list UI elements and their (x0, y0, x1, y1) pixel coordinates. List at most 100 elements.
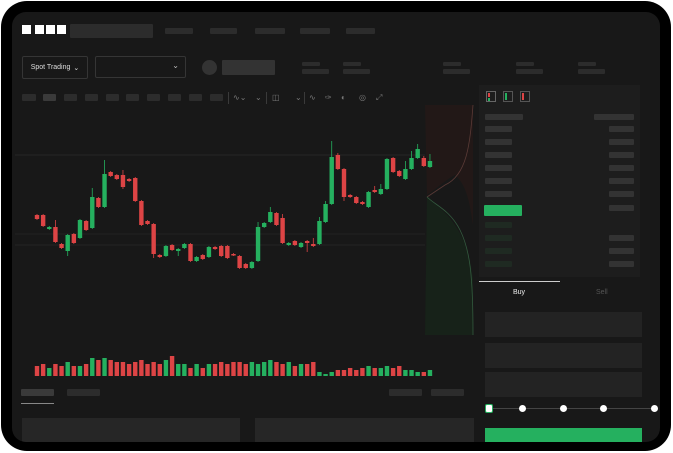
pair-dropdown[interactable]: ⌄ (95, 56, 186, 78)
depth-bids-line (426, 196, 474, 336)
nav-item[interactable] (346, 28, 375, 34)
timeframe-button[interactable] (106, 94, 119, 101)
volume-bar (360, 368, 365, 376)
ask-size (609, 165, 634, 171)
volume-bar (372, 368, 377, 376)
volume-bar (249, 362, 255, 376)
volume-bar (83, 364, 89, 376)
bottom-tab-active[interactable] (21, 389, 54, 396)
chevron-down-icon[interactable]: ⌄ (295, 93, 302, 102)
candle (163, 246, 169, 256)
slider-handle[interactable] (485, 404, 493, 413)
last-size (609, 205, 634, 211)
tab-buy[interactable]: Buy (513, 289, 526, 296)
nav-item[interactable] (210, 28, 237, 34)
nav-item[interactable] (300, 28, 330, 34)
slider-stop[interactable] (560, 405, 567, 412)
volume-bars (34, 356, 433, 376)
buy-button[interactable] (485, 428, 642, 442)
candle (360, 202, 365, 204)
candle (90, 197, 95, 228)
candle (96, 198, 101, 207)
bottom-tab[interactable] (67, 389, 100, 396)
bottom-action[interactable] (389, 389, 422, 396)
active-tab-label: Buy (513, 289, 526, 296)
candle (341, 169, 347, 197)
stat-value (343, 69, 370, 74)
timeframe-button[interactable] (210, 94, 223, 101)
price-chart[interactable] (15, 105, 485, 395)
book-asks-icon[interactable] (520, 91, 530, 102)
slider-stop[interactable] (519, 405, 526, 412)
candle (176, 249, 181, 251)
slider-stop[interactable] (651, 405, 658, 412)
candle (169, 245, 175, 250)
volume-bar (304, 364, 310, 376)
volume-bar (335, 370, 341, 376)
volume-bar (47, 368, 52, 376)
volume-bar (317, 372, 322, 376)
volume-bar (145, 364, 150, 376)
measure-icon[interactable]: ◐ (341, 93, 346, 102)
candle (372, 190, 377, 192)
fullscreen-icon[interactable]: ⤢ (376, 93, 383, 102)
pencil-icon[interactable]: ✑ (325, 93, 332, 102)
book-both-icon[interactable] (486, 91, 496, 102)
candle (249, 262, 255, 268)
spot-trading-button[interactable]: Spot Trading ⌄ (22, 56, 88, 79)
timeframe-button[interactable] (43, 94, 56, 101)
volume-bar (427, 370, 433, 376)
candles-icon[interactable]: ◫ (272, 93, 280, 102)
volume-bar (65, 362, 70, 376)
volume-bar (323, 374, 328, 376)
tab-sell[interactable]: Sell (596, 289, 608, 296)
line-tool-icon[interactable]: ∿ (309, 93, 316, 102)
candle (366, 192, 371, 207)
timeframe-button[interactable] (189, 94, 202, 101)
indicator-icon[interactable]: ∿⌄ (233, 93, 247, 102)
okx-logo[interactable] (22, 25, 66, 34)
candle (298, 243, 304, 247)
volume-bar (231, 362, 236, 376)
volume-bar (200, 368, 205, 376)
candle (34, 215, 40, 219)
bottom-action[interactable] (431, 389, 464, 396)
timeframe-button[interactable] (168, 94, 181, 101)
volume-bar (280, 364, 285, 376)
candle (415, 149, 420, 158)
slider-stop[interactable] (600, 405, 607, 412)
ask-price (485, 165, 512, 171)
timeframe-button[interactable] (22, 94, 36, 101)
price-input[interactable] (485, 312, 642, 337)
ask-size (609, 152, 634, 158)
nav-item[interactable] (165, 28, 193, 34)
volume-bar (354, 370, 359, 376)
volume-bar (390, 368, 396, 376)
volume-bar (182, 364, 187, 376)
volume-bar (96, 360, 101, 376)
divider (266, 92, 267, 104)
nav-item[interactable] (255, 28, 285, 34)
total-input[interactable] (485, 372, 642, 397)
volume-bar (292, 366, 298, 376)
candle (120, 175, 126, 187)
timeframe-button[interactable] (85, 94, 98, 101)
volume-bar (151, 362, 156, 376)
amount-slider[interactable] (489, 408, 655, 409)
timeframe-button[interactable] (126, 94, 139, 101)
amount-input[interactable] (485, 343, 642, 368)
candle (114, 175, 120, 179)
bid-size (609, 261, 634, 267)
volume-bar (219, 362, 224, 376)
candle (354, 197, 359, 203)
volume-bar (120, 362, 126, 376)
timeframe-button[interactable] (147, 94, 160, 101)
chart-type-icon[interactable]: ⌄ (255, 93, 262, 102)
target-icon[interactable]: ◎ (359, 93, 366, 102)
candle (59, 244, 64, 248)
candle (83, 221, 89, 230)
book-bids-icon[interactable] (503, 91, 513, 102)
search-bar[interactable] (70, 24, 153, 38)
timeframe-button[interactable] (64, 94, 77, 101)
candle (102, 174, 107, 207)
